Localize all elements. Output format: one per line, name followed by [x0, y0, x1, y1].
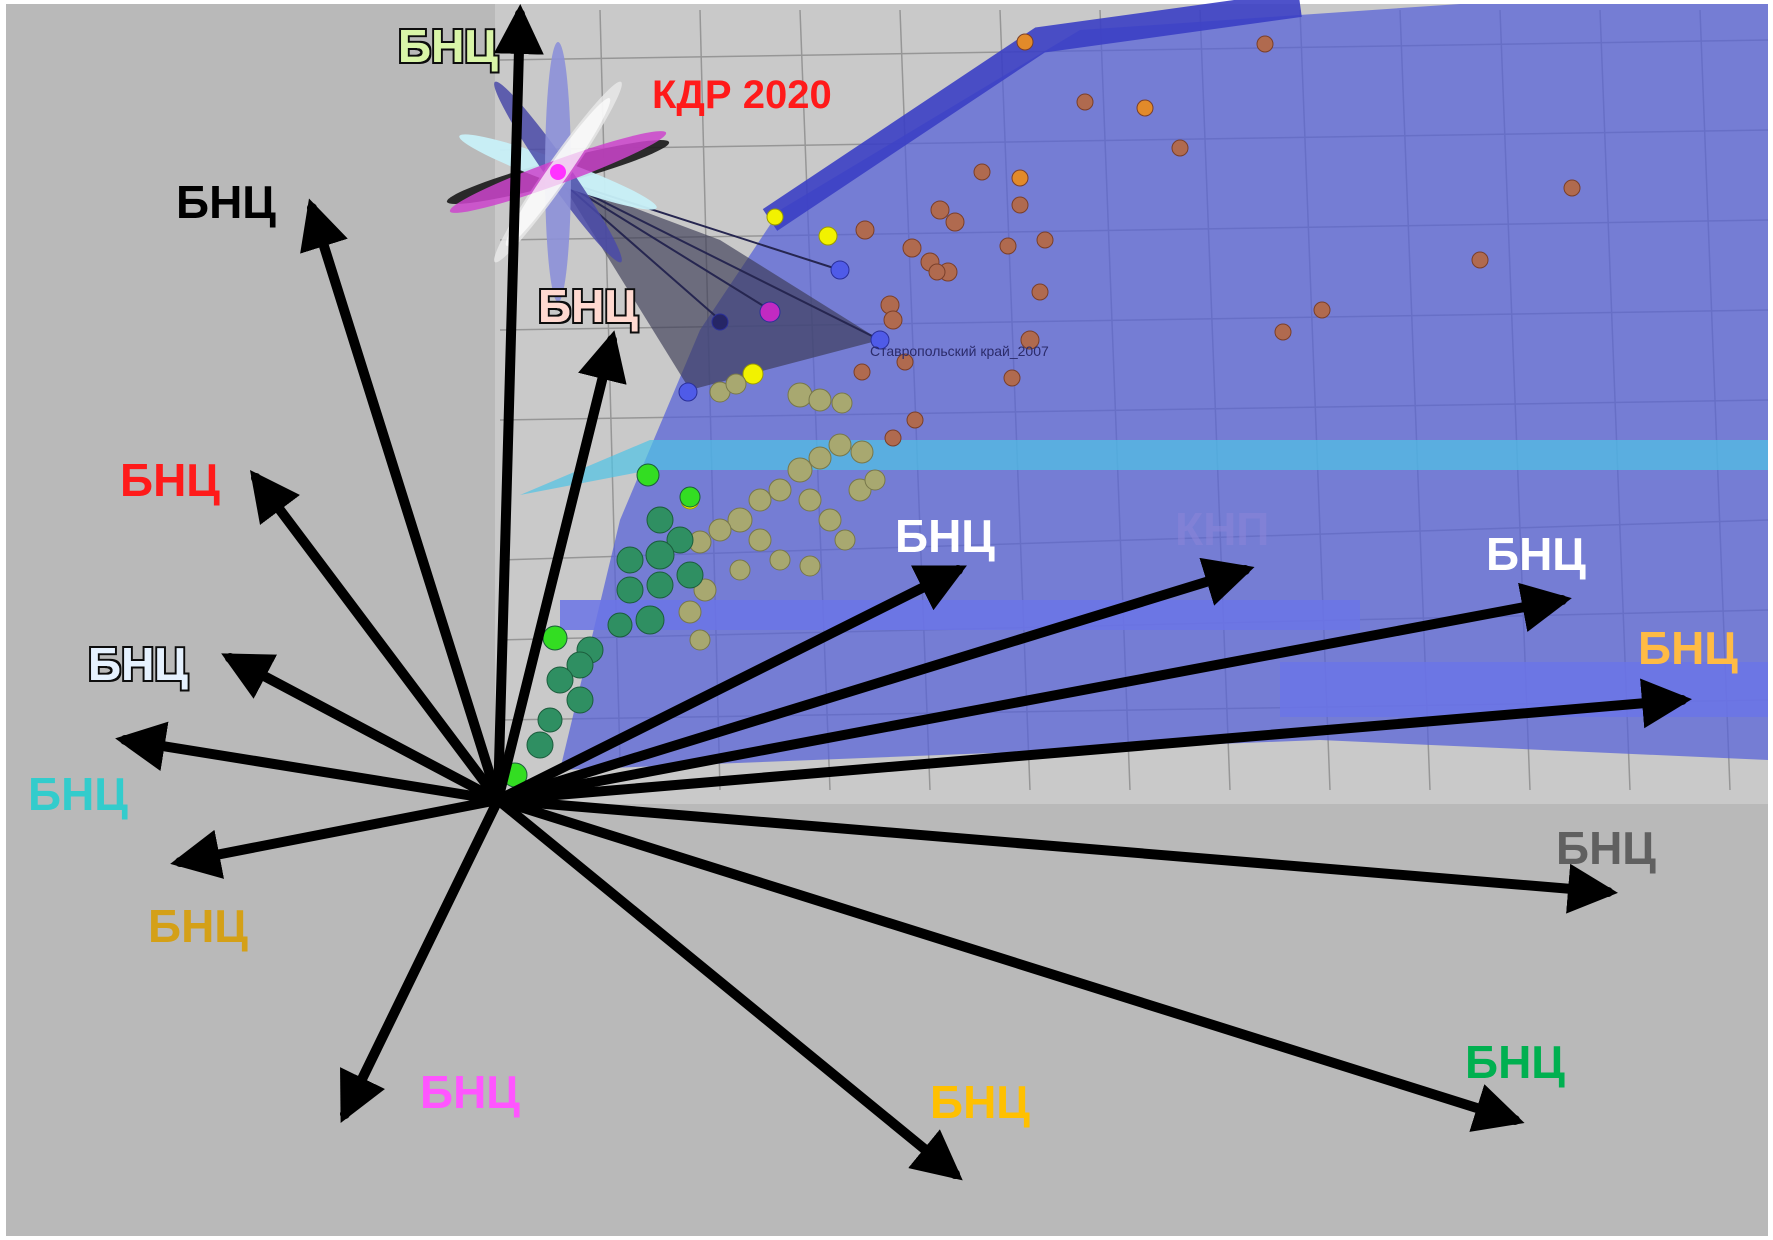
- points-blue: [678, 260, 890, 402]
- label-bottom-magenta: БНЦ: [420, 1066, 520, 1118]
- flower-glyph: [446, 42, 670, 302]
- label-right-gray: БНЦ: [1556, 822, 1656, 874]
- points-olive: [678, 373, 886, 651]
- points-green: [502, 463, 704, 788]
- label-right-white: БНЦ: [1486, 528, 1586, 580]
- cyan-band: [520, 440, 1768, 495]
- arrow-right-orange: [493, 678, 1692, 805]
- arrow-left-gray: [221, 653, 503, 805]
- arrow-bottom-yellow: [493, 795, 963, 1181]
- label-upper-pink: БНЦ: [538, 280, 638, 332]
- arrow-center-white: [493, 565, 967, 805]
- region-label: Ставропольский край_2007: [870, 343, 1049, 359]
- label-left-cyan: БНЦ: [28, 768, 128, 820]
- arrow-right-gray: [493, 795, 1618, 914]
- kdr-label: КДР 2020: [652, 73, 832, 117]
- blue-surface-edge: [762, 0, 1302, 231]
- arrow-right-white: [493, 582, 1572, 805]
- label-right-orange: БНЦ: [1638, 622, 1738, 674]
- arrow-bottom-green: [493, 795, 1525, 1132]
- faded-label: КНП: [1175, 503, 1269, 555]
- label-left-red: БНЦ: [120, 454, 220, 506]
- label-top-green: БНЦ: [398, 20, 498, 72]
- arrow-bottom-magenta: [340, 795, 503, 1123]
- arrow-upper: [493, 330, 627, 805]
- label-right-green: БНЦ: [1465, 1036, 1565, 1088]
- arrow-left-red: [249, 470, 503, 805]
- arrow-fan: [115, 4, 1692, 1181]
- arrow-left-gold: [170, 795, 503, 879]
- label-top-black: БНЦ: [176, 176, 276, 228]
- label-center-white: БНЦ: [895, 510, 995, 562]
- plot-3d-area: Ставропольский край_2007 КНП: [495, 0, 1769, 804]
- label-left-gold: БНЦ: [148, 900, 248, 952]
- label-left-gray: БНЦ: [88, 638, 188, 690]
- arrow-upper-left: [300, 198, 503, 805]
- label-bottom-yellow: БНЦ: [930, 1076, 1030, 1128]
- dark-pyramid: [560, 180, 880, 390]
- points-orange: [853, 33, 1581, 447]
- arrow-left-cyan: [115, 721, 503, 805]
- arrow-faded: [493, 557, 1255, 805]
- arrow-top: [493, 4, 544, 805]
- blue-surface: [560, 4, 1768, 770]
